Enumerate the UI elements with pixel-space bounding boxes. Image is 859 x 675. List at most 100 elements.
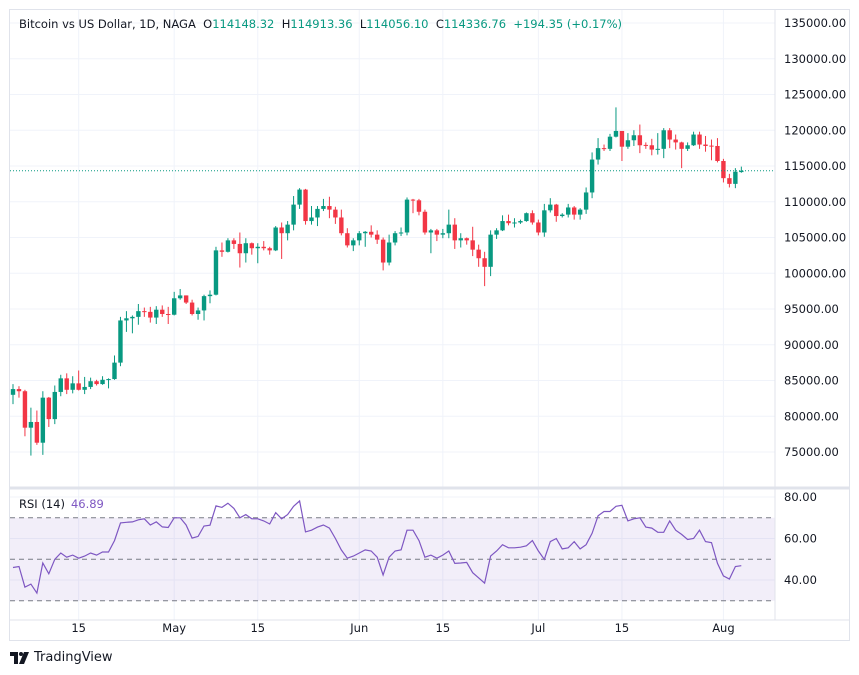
price-tick-label: 85000.00: [784, 374, 839, 388]
low-label: L: [359, 17, 367, 31]
candle-body: [76, 383, 81, 390]
candle-04-06: [22, 389, 28, 437]
candle-body: [136, 311, 141, 317]
candle-05-28: [333, 206, 338, 224]
candle-body: [727, 178, 732, 184]
price-tick-label: 115000.00: [784, 159, 846, 173]
candle-05-31: [351, 238, 356, 252]
candle-body: [697, 134, 702, 145]
close-label: C: [435, 17, 444, 31]
candle-body: [542, 210, 547, 233]
time-tick-label: May: [162, 621, 186, 635]
candle-07-05: [560, 213, 565, 218]
candle-body: [566, 207, 571, 215]
price-tick-label: 80000.00: [784, 409, 839, 423]
low-value: 114056.10: [366, 17, 429, 31]
candle-04-27: [148, 306, 153, 323]
candle-07-04: [554, 203, 559, 222]
candle-06-16: [446, 209, 452, 239]
candle-body: [715, 145, 720, 161]
rsi-tick-label: 60.00: [784, 532, 817, 546]
candle-body: [709, 145, 714, 147]
candle-body: [291, 204, 296, 225]
candle-body: [177, 295, 183, 299]
candle-body: [225, 240, 231, 252]
candle-body: [643, 144, 649, 146]
candle-05-24: [309, 206, 314, 225]
candle-05-22: [297, 188, 302, 209]
tradingview-logo[interactable]: TradingView: [10, 650, 113, 665]
candle-06-11: [416, 198, 422, 216]
rsi-label: RSI (14): [19, 497, 65, 511]
candle-body: [422, 211, 428, 233]
candle-body: [739, 170, 744, 173]
candle-05-04: [189, 299, 195, 316]
price-tick-label: 120000.00: [784, 123, 846, 137]
candle-body: [649, 145, 654, 150]
candle-07-27: [691, 131, 696, 146]
candle-body: [446, 224, 452, 234]
candle-07-31: [715, 138, 720, 163]
candle-body: [213, 250, 219, 295]
candle-04-22: [118, 316, 123, 367]
candle-05-12: [237, 232, 243, 268]
candle-body: [70, 383, 75, 390]
candle-body: [243, 243, 249, 254]
candle-04-20: [106, 378, 111, 389]
candle-body: [106, 379, 111, 381]
candle-body: [154, 309, 159, 318]
candle-body: [130, 316, 135, 319]
candle-07-21: [655, 133, 660, 155]
candle-05-08: [213, 246, 219, 296]
time-tick-label: 15: [615, 621, 630, 635]
candle-07-25: [679, 141, 684, 169]
candle-04-28: [154, 306, 159, 325]
price-tick-label: 130000.00: [784, 52, 846, 66]
candle-07-14: [613, 107, 619, 138]
candle-body: [631, 135, 637, 141]
tradingview-logo-icon: [10, 651, 29, 664]
candle-06-18: [458, 233, 463, 248]
candle-body: [595, 148, 601, 160]
candle-body: [691, 134, 696, 146]
candle-06-14: [434, 228, 440, 242]
candle-body: [667, 130, 672, 140]
candle-body: [464, 238, 469, 241]
candle-04-12: [58, 374, 63, 397]
candle-body: [398, 232, 404, 234]
candle-06-17: [452, 218, 457, 249]
candle-body: [171, 298, 177, 315]
candle-body: [500, 221, 505, 231]
candle-body: [655, 148, 660, 150]
candle-05-15: [255, 243, 260, 264]
candle-body: [189, 302, 195, 315]
candle-07-03: [548, 198, 553, 213]
candle-04-26: [142, 307, 147, 317]
candle-07-19: [643, 142, 649, 149]
candle-04-19: [100, 376, 105, 385]
candle-body: [267, 248, 272, 251]
candle-body: [404, 199, 410, 233]
candle-06-12: [422, 209, 428, 235]
candle-body: [303, 189, 308, 222]
candle-body: [583, 192, 589, 210]
candle-04-05: [16, 386, 22, 398]
rsi-tick-label: 80.00: [784, 490, 817, 504]
candle-body: [619, 130, 625, 147]
candle-body: [273, 227, 278, 251]
price-tick-label: 135000.00: [784, 16, 846, 30]
candle-07-09: [583, 187, 589, 214]
candle-06-02: [363, 231, 368, 247]
candle-05-17: [267, 246, 272, 255]
candle-body: [64, 378, 69, 390]
price-tick-label: 90000.00: [784, 338, 839, 352]
candle-07-13: [607, 133, 613, 151]
candle-05-16: [261, 241, 266, 251]
candle-body: [679, 142, 684, 149]
candle-06-08: [398, 227, 404, 237]
candle-body: [673, 139, 678, 143]
candle-body: [195, 310, 201, 315]
candle-body: [34, 421, 40, 443]
candle-05-02: [177, 288, 183, 300]
